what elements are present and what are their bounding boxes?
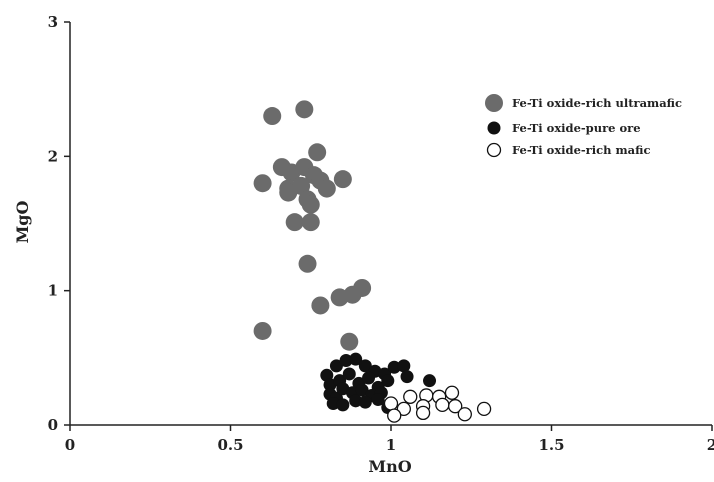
x-tick-label: 1.5: [538, 436, 564, 454]
legend-marker: [485, 94, 503, 112]
data-point: [387, 360, 401, 374]
data-point: [279, 183, 298, 202]
legend-item: Fe-Ti oxide-pure ore: [487, 121, 641, 135]
data-point: [358, 395, 372, 409]
x-tick-label: 1: [386, 436, 396, 454]
data-point: [311, 296, 330, 315]
y-tick-label: 1: [48, 282, 58, 300]
data-point: [349, 394, 363, 408]
data-point: [396, 401, 411, 417]
data-point: [298, 254, 317, 273]
data-point: [329, 359, 343, 373]
legend-item: Fe-Ti oxide-rich mafic: [486, 142, 650, 158]
legend-label: Fe-Ti oxide-rich ultramafic: [512, 96, 682, 110]
series-3: [383, 385, 492, 423]
x-tick-label: 2: [707, 436, 714, 454]
data-point: [308, 143, 327, 162]
data-points: [253, 100, 492, 423]
y-axis-title: MgO: [13, 201, 32, 244]
legend-marker: [487, 121, 501, 135]
data-point: [333, 170, 352, 189]
data-point: [336, 398, 350, 412]
data-point: [415, 405, 431, 421]
legend-label: Fe-Ti oxide-pure ore: [512, 121, 641, 135]
data-point: [330, 288, 349, 307]
data-point: [317, 179, 336, 198]
data-point: [457, 407, 472, 422]
data-point: [342, 367, 356, 381]
data-point: [301, 195, 320, 214]
data-point: [301, 213, 320, 232]
data-point: [358, 359, 372, 373]
legend-marker: [486, 142, 502, 158]
x-tick-label: 0.5: [217, 436, 243, 454]
legend-item: Fe-Ti oxide-rich ultramafic: [485, 94, 682, 112]
data-point: [381, 374, 395, 388]
data-point: [253, 174, 272, 193]
data-point: [253, 321, 272, 340]
data-point: [339, 354, 353, 368]
data-point: [295, 100, 314, 119]
data-point: [387, 408, 402, 423]
data-point: [362, 371, 376, 385]
data-point: [400, 370, 414, 384]
legend: Fe-Ti oxide-rich ultramafic Fe-Ti oxide-p…: [485, 94, 682, 158]
data-point: [403, 389, 418, 404]
x-axis-title: MnO: [368, 457, 411, 476]
data-point: [423, 374, 437, 388]
data-point: [476, 401, 492, 417]
data-point: [263, 107, 282, 126]
x-tick-label: 0: [65, 436, 75, 454]
data-point: [444, 385, 460, 400]
data-point: [435, 397, 450, 413]
data-point: [448, 399, 463, 414]
axis-ticks: 0 0.5 1 1.5 2 0 1 2 3: [48, 13, 714, 454]
data-point: [383, 396, 399, 411]
data-point: [349, 352, 363, 366]
y-tick-label: 0: [48, 416, 58, 434]
data-point: [285, 213, 304, 232]
data-point: [397, 359, 411, 373]
data-point: [326, 397, 340, 411]
data-point: [340, 332, 359, 351]
y-tick-label: 3: [48, 13, 58, 31]
legend-label: Fe-Ti oxide-rich mafic: [512, 143, 650, 157]
y-tick-label: 2: [48, 147, 58, 165]
series-1: [253, 100, 372, 351]
data-point: [371, 392, 385, 406]
data-point: [355, 383, 369, 397]
